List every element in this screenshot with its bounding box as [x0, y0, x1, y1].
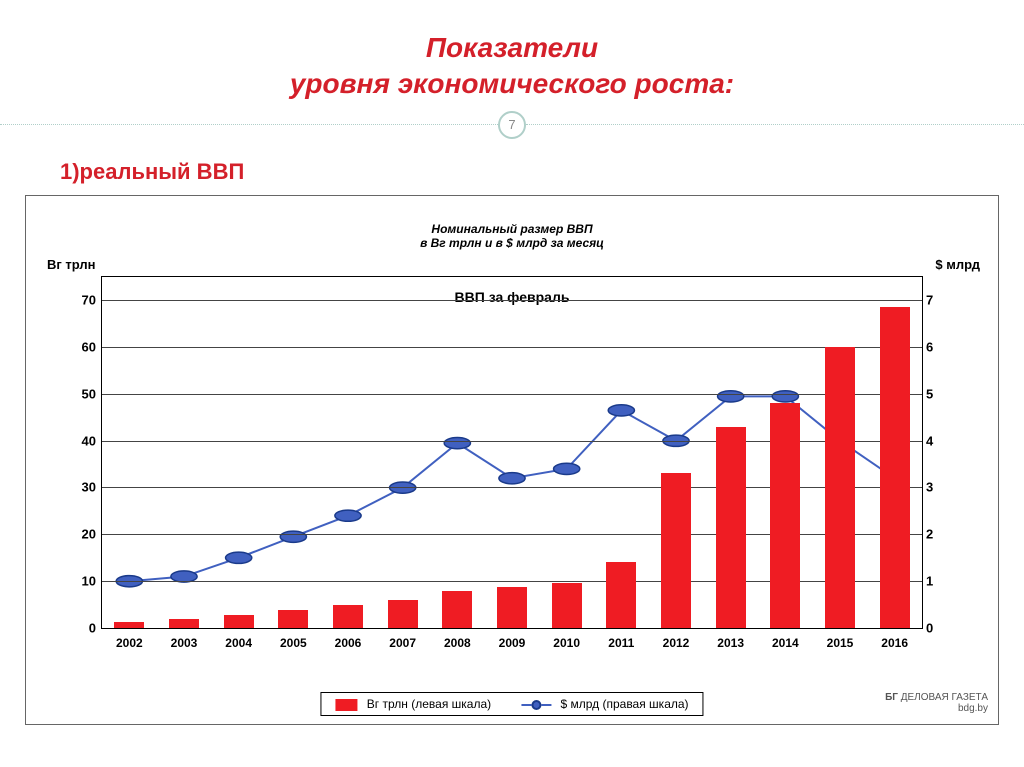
y-tick-left: 0: [70, 620, 96, 635]
x-tick: 2013: [717, 636, 744, 650]
chart-title-line2: в Вг трлн и в $ млрд за месяц: [420, 236, 604, 250]
source-credit: БГ ДЕЛОВАЯ ГАЗЕТА bdg.by: [885, 692, 988, 714]
x-tick: 2007: [389, 636, 416, 650]
bar: [880, 307, 910, 628]
chart-container: Вг трлн $ млрд Номинальный размер ВВП в …: [25, 195, 999, 725]
legend-bar-swatch: [335, 699, 357, 711]
y-tick-left: 20: [70, 527, 96, 542]
y-tick-left: 10: [70, 573, 96, 588]
x-tick: 2016: [881, 636, 908, 650]
bar: [442, 591, 472, 628]
legend-bar-label: Вг трлн (левая шкала): [367, 697, 491, 711]
y-tick-left: 70: [70, 293, 96, 308]
left-axis-label: Вг трлн: [47, 257, 96, 272]
line-marker: [772, 391, 798, 402]
x-tick: 2002: [116, 636, 143, 650]
y-tick-left: 30: [70, 480, 96, 495]
divider-left: [0, 124, 498, 125]
grid-line: [102, 300, 922, 301]
bar: [770, 403, 800, 628]
title-line1: Показатели: [426, 32, 598, 63]
source-line2: bdg.by: [958, 703, 988, 714]
page-number-row: 7: [0, 111, 1024, 139]
x-tick: 2004: [225, 636, 252, 650]
x-tick: 2008: [444, 636, 471, 650]
bar: [169, 619, 199, 627]
y-tick-right: 4: [926, 433, 944, 448]
slide-title: Показатели уровня экономического роста:: [0, 0, 1024, 103]
chart-title: Номинальный размер ВВП в Вг трлн и в $ м…: [420, 222, 604, 250]
line-marker: [335, 510, 361, 521]
line-marker: [608, 405, 634, 416]
legend: Вг трлн (левая шкала) $ млрд (правая шка…: [320, 692, 703, 716]
source-line1: ДЕЛОВАЯ ГАЗЕТА: [901, 692, 988, 703]
chart-title-line1: Номинальный размер ВВП: [420, 222, 604, 236]
y-tick-right: 5: [926, 386, 944, 401]
x-tick: 2011: [608, 636, 634, 650]
x-tick: 2014: [772, 636, 799, 650]
y-tick-right: 1: [926, 573, 944, 588]
plot-area: Вг трлн $ млрд Номинальный размер ВВП в …: [101, 276, 923, 629]
y-tick-right: 2: [926, 527, 944, 542]
bar: [333, 605, 363, 628]
right-axis-label: $ млрд: [935, 257, 980, 272]
legend-line-swatch: [521, 700, 551, 710]
page-number-badge: 7: [498, 111, 526, 139]
line-marker: [280, 531, 306, 542]
chart-area: Вг трлн $ млрд Номинальный размер ВВП в …: [101, 216, 923, 654]
y-tick-left: 50: [70, 386, 96, 401]
x-tick: 2015: [827, 636, 854, 650]
x-tick: 2006: [335, 636, 362, 650]
y-tick-right: 3: [926, 480, 944, 495]
bar: [606, 562, 636, 628]
line-marker: [499, 472, 525, 483]
bar: [388, 600, 418, 628]
y-tick-right: 7: [926, 293, 944, 308]
bar: [661, 473, 691, 627]
x-tick: 2009: [499, 636, 526, 650]
chart-subtitle: ВВП за февраль: [455, 289, 570, 305]
line-marker: [226, 552, 252, 563]
bar: [716, 427, 746, 628]
y-tick-left: 40: [70, 433, 96, 448]
bar: [278, 610, 308, 628]
x-tick: 2010: [553, 636, 580, 650]
bar: [552, 583, 582, 627]
x-tick: 2005: [280, 636, 307, 650]
page-number: 7: [508, 117, 515, 132]
bar: [825, 347, 855, 628]
section-label: 1)реальный ВВП: [0, 139, 1024, 195]
bar: [497, 587, 527, 628]
bar: [224, 615, 254, 628]
y-tick-right: 6: [926, 339, 944, 354]
bar: [114, 622, 144, 628]
x-tick: 2012: [663, 636, 690, 650]
y-tick-left: 60: [70, 339, 96, 354]
divider-right: [526, 124, 1024, 125]
legend-line-label: $ млрд (правая шкала): [560, 697, 688, 711]
legend-bar-item: Вг трлн (левая шкала): [335, 697, 491, 711]
line-marker: [554, 463, 580, 474]
line-marker: [718, 391, 744, 402]
grid-line: [102, 347, 922, 348]
grid-line: [102, 394, 922, 395]
title-line2: уровня экономического роста:: [290, 68, 734, 99]
x-tick: 2003: [171, 636, 198, 650]
legend-line-item: $ млрд (правая шкала): [521, 697, 688, 711]
y-tick-right: 0: [926, 620, 944, 635]
line-marker: [444, 437, 470, 448]
